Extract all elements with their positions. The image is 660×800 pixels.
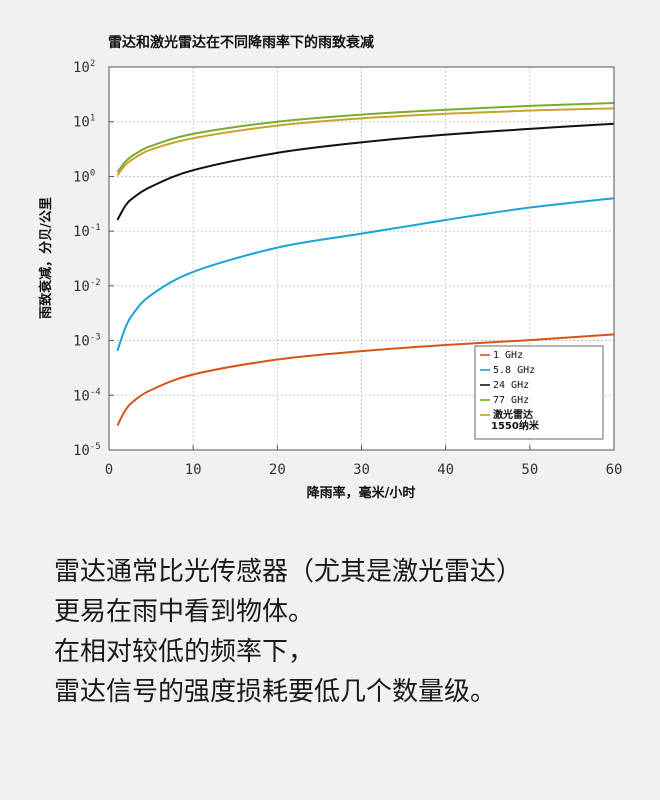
- x-tick-label: 60: [606, 462, 623, 478]
- caption-line: 雷达通常比光传感器（尤其是激光雷达）: [54, 557, 523, 587]
- series-line: [116, 197, 615, 352]
- chart-title: 雷达和激光雷达在不同降雨率下的雨致衰减: [108, 34, 374, 51]
- y-tick-label: 10-5: [73, 442, 101, 459]
- x-axis-label: 降雨率，毫米/小时: [307, 485, 416, 501]
- y-tick-label: 102: [73, 59, 95, 76]
- x-tick-label: 0: [105, 462, 113, 478]
- y-tick-label: 10-2: [73, 278, 101, 295]
- rain-attenuation-chart: 雷达和激光雷达在不同降雨率下的雨致衰减 0 10 20 30 40 50 60 102 101…: [38, 34, 623, 501]
- series-layer: [116, 101, 615, 426]
- y-axis-ticks: 102 101 100 10-1 10-2 10-3 10-4 10-5: [73, 59, 114, 459]
- y-tick-label: 101: [73, 114, 95, 131]
- legend-entry: 24 GHz: [493, 380, 529, 391]
- caption-line: 更易在雨中看到物体。: [54, 597, 315, 627]
- grid: [109, 67, 614, 450]
- caption: 雷达通常比光传感器（尤其是激光雷达） 更易在雨中看到物体。 在相对较低的频率下，…: [54, 552, 654, 712]
- series-line: [116, 101, 615, 173]
- x-tick-label: 50: [521, 462, 538, 478]
- legend-entry: 1550纳米: [491, 419, 540, 432]
- legend-entry: 1 GHz: [493, 350, 523, 361]
- y-axis-label: 雨致衰减，分贝/公里: [38, 197, 54, 319]
- y-tick-label: 10-3: [73, 333, 101, 350]
- x-tick-label: 10: [185, 462, 202, 478]
- y-tick-label: 10-4: [73, 387, 101, 404]
- legend-entry: 5.8 GHz: [493, 365, 535, 376]
- x-tick-label: 20: [269, 462, 286, 478]
- caption-line: 雷达信号的强度损耗要低几个数量级。: [54, 677, 497, 707]
- series-line: [116, 107, 615, 176]
- legend-entry: 激光雷达: [493, 408, 533, 421]
- x-tick-label: 30: [353, 462, 370, 478]
- x-axis-ticks: 0 10 20 30 40 50 60: [105, 445, 623, 478]
- caption-line: 在相对较低的频率下，: [54, 637, 315, 667]
- x-tick-label: 40: [437, 462, 454, 478]
- legend-entry: 77 GHz: [493, 395, 529, 406]
- series-line: [116, 122, 615, 221]
- series-line: [116, 333, 615, 426]
- y-tick-label: 10-1: [73, 223, 101, 240]
- legend-box: [474, 345, 604, 440]
- y-tick-label: 100: [73, 168, 95, 185]
